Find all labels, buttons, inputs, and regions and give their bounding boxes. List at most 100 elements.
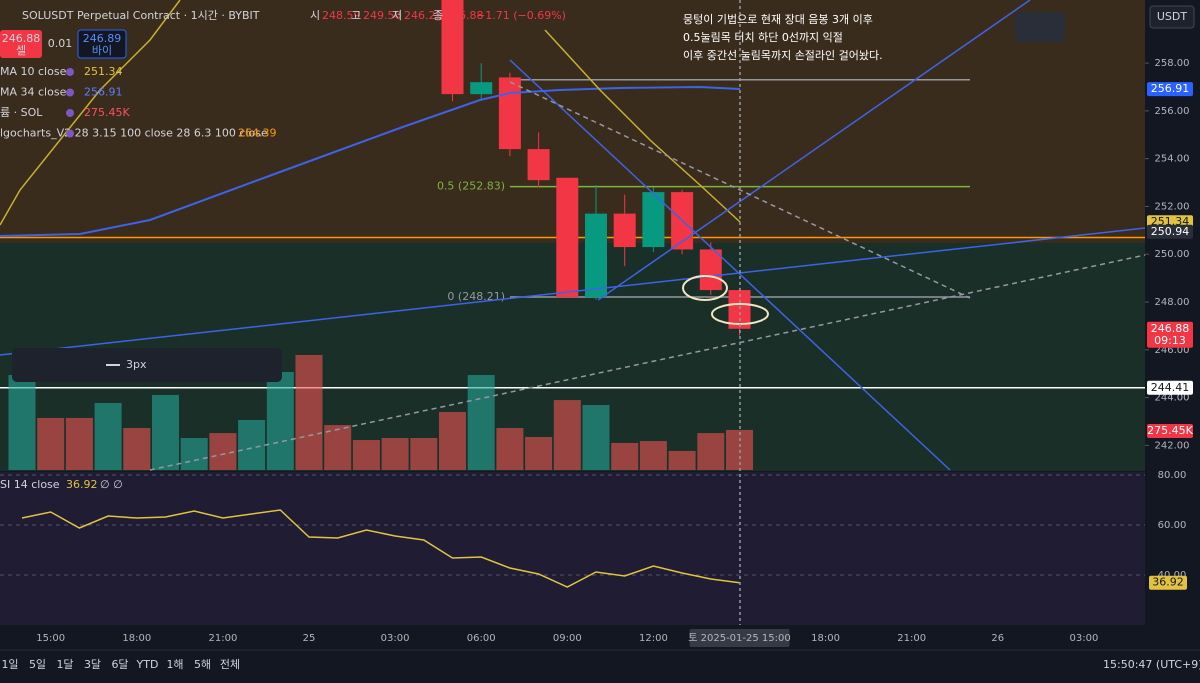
sell-button[interactable] <box>0 30 42 58</box>
buy-button[interactable] <box>77 29 127 59</box>
cursor-tool[interactable] <box>1015 12 1065 42</box>
volume-badge-label: 275.45K <box>1147 424 1193 437</box>
volume-bar <box>352 440 380 470</box>
x-tick-label: 03:00 <box>1069 633 1098 644</box>
candle-body <box>642 192 665 248</box>
range-button[interactable]: 전체 <box>220 658 240 671</box>
price-badge-label: 256.91 <box>1151 82 1190 95</box>
volume-bar <box>697 433 725 470</box>
volume-bar <box>525 436 553 470</box>
symbol: SOLUSDT Perpetual Contract · 1시간 · BYBIT <box>22 9 260 22</box>
rsi-tick-label: 80.00 <box>1158 470 1187 481</box>
candle-body <box>527 149 550 181</box>
indicator-name: MA 10 close <box>0 65 67 78</box>
rsi-badge-label: 36.92 <box>1152 576 1184 589</box>
indicator-value: 264.39 <box>238 127 277 140</box>
trendline <box>0 227 1146 356</box>
price-badge-label: 250.94 <box>1151 225 1190 238</box>
x-tick-label: 26 <box>991 633 1004 644</box>
trendline <box>597 0 1031 301</box>
y-tick-label: 244.00 <box>1155 393 1190 404</box>
rsi-badge <box>1149 575 1187 590</box>
circle-mark <box>682 275 728 301</box>
trendline <box>149 254 1146 471</box>
volume-bar <box>94 402 122 470</box>
volume-bar <box>8 375 36 470</box>
volume-bar <box>37 417 65 470</box>
sell-label[interactable]: 셀 <box>16 44 26 57</box>
indicator-value: 275.45K <box>84 106 130 119</box>
currency[interactable]: USDT <box>1157 10 1188 23</box>
volume-bar <box>266 371 294 470</box>
ohlc-value: 249.50 <box>363 9 402 22</box>
x-tick-label: 25 <box>303 633 316 644</box>
x-tick-label: 09:00 <box>553 633 582 644</box>
rsi-label: SI 14 close <box>0 478 60 491</box>
ohlc-label: 시 <box>310 9 320 22</box>
y-tick-label: 256.00 <box>1155 106 1190 117</box>
candle-body <box>585 213 607 298</box>
range-button[interactable]: 5일 <box>29 657 46 671</box>
y-tick-label: 250.00 <box>1155 249 1190 260</box>
ohlc-label: 종 <box>433 9 443 22</box>
candle-body <box>613 213 636 248</box>
indicator-name: lgocharts_V2 28 3.15 100 close 28 6.3 10… <box>0 127 268 140</box>
level-label: 0.5 (252.83) <box>437 180 505 193</box>
annotation-line: 0.5눌림목 터치 하단 0선까지 익절 <box>683 30 843 44</box>
line-width[interactable]: 3px <box>126 358 147 371</box>
candle-body <box>441 0 464 95</box>
ohlc-label: 고 <box>351 9 361 22</box>
ohlc-value: 246.88 <box>445 9 484 22</box>
trendline <box>509 81 971 299</box>
rsi-line <box>21 509 740 588</box>
range-button[interactable]: 6달 <box>111 658 128 671</box>
rsi-pane <box>0 472 1145 625</box>
time-highlight <box>689 629 790 647</box>
buy-price[interactable]: 246.89 <box>83 32 122 45</box>
indicator-dot <box>66 68 74 76</box>
price-badge-label: 244.41 <box>1151 381 1190 394</box>
range-button[interactable]: 3달 <box>84 658 101 671</box>
indicator-dot <box>66 129 74 138</box>
volume-bar <box>152 394 179 470</box>
y-tick-label: 248.00 <box>1155 297 1190 308</box>
annotation-line: 이후 중간선 눌림목까지 손절라인 걸어놨다. <box>683 49 883 62</box>
x-tick-label: 18:00 <box>811 633 840 644</box>
sell-price[interactable]: 246.88 <box>2 32 41 45</box>
price-badge-sub: 09:13 <box>1154 334 1186 347</box>
x-tick-label: 21:00 <box>208 633 237 644</box>
indicator-name: MA 34 close <box>0 86 67 99</box>
volume-bar <box>467 375 495 470</box>
volume-bar <box>553 400 581 470</box>
x-tick-label: 06:00 <box>467 633 496 644</box>
ohlc-value: 246.25 <box>404 9 443 22</box>
volume-bar <box>238 419 266 470</box>
volume-bar <box>123 427 151 470</box>
price-badge <box>1147 82 1193 97</box>
range-button[interactable]: 1달 <box>56 658 73 671</box>
rsi-tick-label: 60.00 <box>1158 520 1187 531</box>
x-tick-label: 12:00 <box>639 633 668 644</box>
range-button[interactable]: 1해 <box>166 657 183 671</box>
range-button[interactable]: 5해 <box>194 657 211 671</box>
price-badge <box>1147 224 1193 239</box>
range-button[interactable]: YTD <box>136 658 159 671</box>
x-tick-label: 21:00 <box>897 633 926 644</box>
x-tick-label: 18:00 <box>122 633 151 644</box>
ma34 <box>0 85 741 237</box>
candle-body <box>498 77 521 150</box>
volume-bar <box>582 404 610 470</box>
indicator-value: 251.34 <box>84 65 123 78</box>
volume-bar <box>611 442 639 470</box>
currency-box[interactable] <box>1149 5 1195 29</box>
buy-label[interactable]: 바이 <box>92 44 112 57</box>
volume-bar <box>180 438 208 470</box>
volume-bar <box>381 438 409 470</box>
ohlc-value: 248.59 <box>322 9 361 22</box>
y-tick-label: 246.00 <box>1155 345 1190 356</box>
range-button[interactable]: 1일 <box>1 657 18 671</box>
price-badge-label: 246.88 <box>1151 322 1190 335</box>
y-tick-label: 242.00 <box>1155 440 1190 451</box>
indicator-name: 륨 · SOL <box>0 106 43 119</box>
